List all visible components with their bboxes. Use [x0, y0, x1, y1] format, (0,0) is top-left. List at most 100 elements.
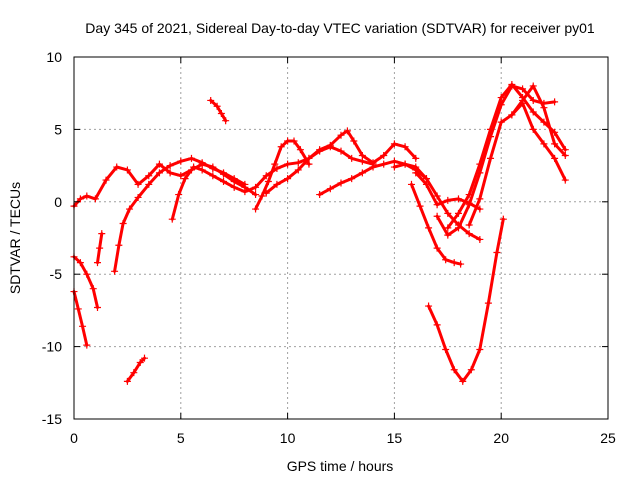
data-point [450, 366, 458, 374]
x-axis-label: GPS time / hours [287, 458, 394, 474]
data-point [348, 154, 356, 162]
data-point [145, 180, 153, 188]
data-point [425, 302, 433, 310]
data-point [508, 81, 516, 89]
x-tick-label: 25 [600, 430, 616, 446]
data-point [459, 377, 467, 385]
data-point [358, 169, 366, 177]
data-point [252, 191, 260, 199]
data-point [294, 159, 302, 167]
data-point [412, 154, 420, 162]
chart-title: Day 345 of 2021, Sidereal Day-to-day VTE… [85, 20, 595, 36]
data-point [168, 215, 176, 223]
series-arc-11 [316, 157, 430, 199]
data-point [326, 185, 334, 193]
data-point [454, 195, 462, 203]
data-point [401, 160, 409, 168]
data-point [96, 244, 104, 252]
data-point [264, 178, 272, 186]
data-point [177, 172, 185, 180]
data-point [316, 146, 324, 154]
data-point [444, 196, 452, 204]
data-point [209, 172, 217, 180]
series-arc-19 [508, 99, 569, 184]
data-point [316, 191, 324, 199]
series-line [125, 356, 146, 383]
data-point [166, 169, 174, 177]
data-point [476, 345, 484, 353]
data-point [284, 175, 292, 183]
data-series [70, 81, 569, 385]
data-point [98, 230, 106, 238]
data-point [326, 141, 334, 149]
data-point [433, 321, 441, 329]
data-point [130, 369, 138, 377]
data-point [497, 118, 505, 126]
data-point [551, 154, 559, 162]
y-tick-label: -15 [42, 411, 62, 427]
data-point [450, 259, 458, 267]
data-point [134, 193, 142, 201]
series-arc-5 [111, 154, 249, 275]
data-point [284, 160, 292, 168]
data-point [198, 159, 206, 167]
x-tick-label: 15 [387, 430, 403, 446]
data-point [198, 166, 206, 174]
x-tick-label: 10 [280, 430, 296, 446]
data-point [540, 104, 548, 112]
data-point [155, 160, 163, 168]
data-point [390, 140, 398, 148]
data-point [241, 180, 249, 188]
data-point [390, 163, 398, 171]
data-point [76, 259, 84, 267]
data-point [134, 180, 142, 188]
series-arc-2 [70, 253, 101, 312]
series-arc-15 [425, 215, 507, 385]
data-point [401, 143, 409, 151]
data-point [412, 169, 420, 177]
data-point [119, 220, 127, 228]
data-point [136, 359, 144, 367]
data-point [540, 118, 548, 126]
data-point [111, 267, 119, 275]
y-axis-label: SDTVAR / TECUs [7, 182, 23, 294]
data-point [465, 201, 473, 209]
data-point [145, 172, 153, 180]
data-point [83, 270, 91, 278]
data-point [337, 131, 345, 139]
data-point [294, 166, 302, 174]
data-point [476, 160, 484, 168]
x-tick-label: 20 [493, 430, 509, 446]
data-point [123, 166, 131, 174]
data-point [508, 111, 516, 119]
data-point [213, 102, 221, 110]
data-point [499, 215, 507, 223]
data-point [476, 235, 484, 243]
data-point [230, 175, 238, 183]
data-point [230, 183, 238, 191]
data-point [484, 299, 492, 307]
data-point [187, 154, 195, 162]
data-point [91, 195, 99, 203]
data-point [93, 304, 101, 312]
data-point [181, 175, 189, 183]
data-point [497, 94, 505, 102]
series-arc-4 [93, 230, 106, 267]
series-line [264, 129, 418, 195]
data-point [444, 209, 452, 217]
data-point [305, 154, 313, 162]
data-point [252, 205, 260, 213]
data-point [89, 285, 97, 293]
data-point [220, 169, 228, 177]
data-point [476, 205, 484, 213]
data-point [529, 82, 537, 90]
data-point [519, 85, 527, 93]
data-point [529, 108, 537, 116]
series-arc-12 [390, 160, 484, 243]
data-point [166, 162, 174, 170]
data-point [241, 188, 249, 196]
data-point [209, 164, 217, 172]
data-point [220, 178, 228, 186]
y-tick-label: -10 [42, 339, 62, 355]
